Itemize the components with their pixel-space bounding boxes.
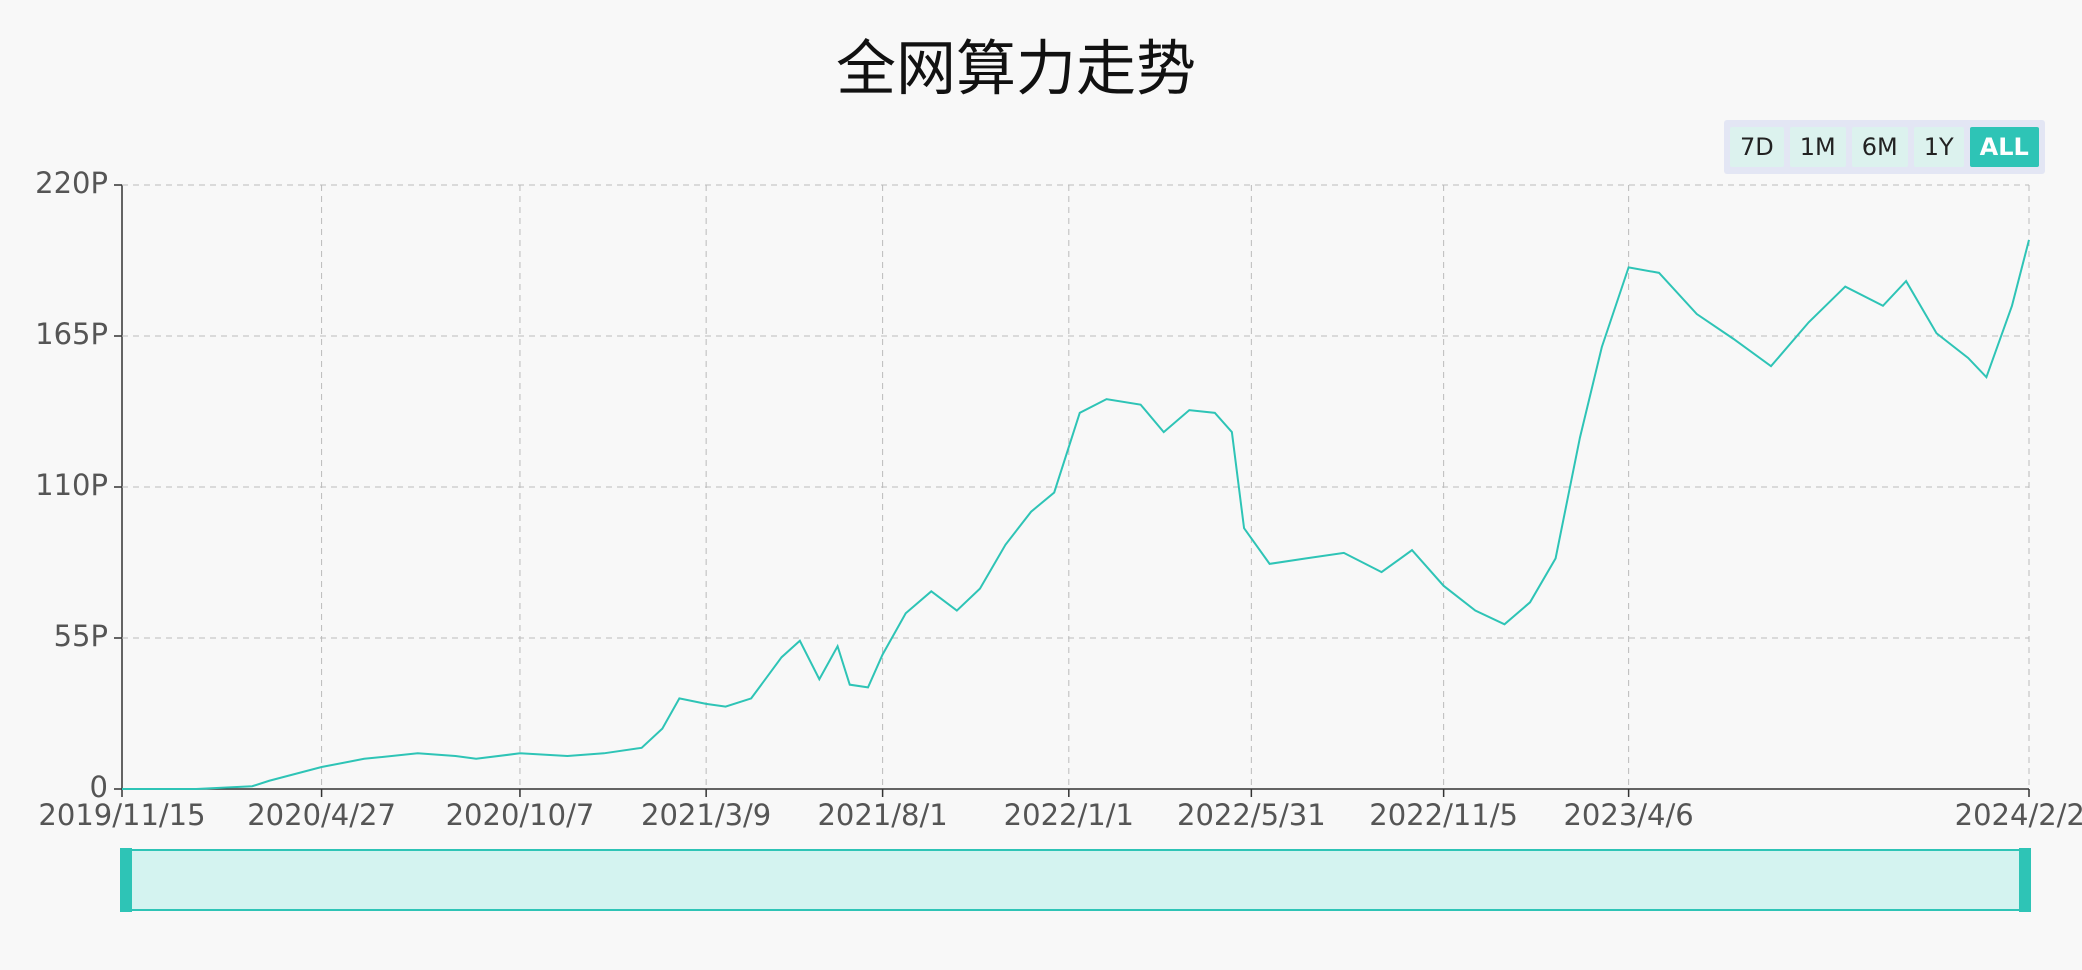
x-tick-label: 2023/4/6 [1563,798,1693,832]
x-tick-label: 2022/1/1 [1004,798,1134,832]
range-button[interactable]: 1Y [1913,127,1964,167]
slider-handle-right[interactable] [2019,848,2031,912]
x-tick-label: 2020/10/7 [446,798,595,832]
range-button[interactable]: 7D [1730,127,1784,167]
range-button[interactable]: 1M [1789,127,1846,167]
range-slider[interactable] [121,849,2030,911]
x-tick-label: 2021/3/9 [641,798,771,832]
slider-handle-left[interactable] [120,848,132,912]
y-tick-label: 55P [54,619,108,653]
x-tick-label: 2024/2/29 [1955,798,2082,832]
x-tick-label: 2021/8/1 [817,798,947,832]
range-button[interactable]: 6M [1851,127,1908,167]
y-tick-label: 220P [35,166,108,200]
line-series [122,239,2030,790]
x-tick-label: 2019/11/15 [38,798,205,832]
chart-title: 全网算力走势 [836,35,1196,105]
y-tick-label: 165P [35,317,108,351]
x-tick-label: 2020/4/27 [247,798,396,832]
x-tick-label: 2022/11/5 [1369,798,1518,832]
range-button[interactable]: ALL [1969,127,2039,167]
range-buttons: 7D 1M 6M 1Y ALL [1724,120,2045,174]
y-tick-label: 0 [90,770,108,804]
y-tick-label: 110P [35,468,108,502]
x-tick-label: 2022/5/31 [1177,798,1326,832]
